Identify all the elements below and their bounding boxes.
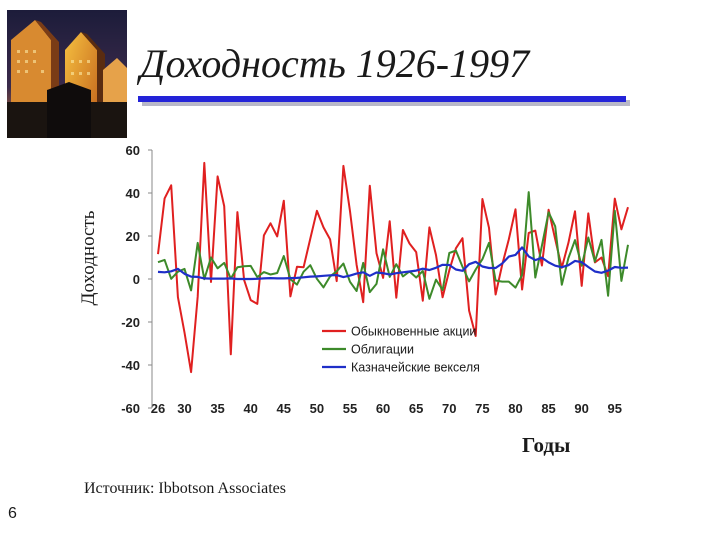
legend-label: Облигации (351, 343, 414, 357)
series-line-1 (157, 161, 629, 374)
y-axis-label: Доходность (78, 210, 99, 305)
x-tick-label: 26 (151, 401, 165, 416)
legend-label: Обыкновенные акции (351, 325, 476, 339)
chart-legend: Обыкновенные акции Облигации Казначейские … (322, 325, 480, 375)
series-line-2 (157, 191, 629, 300)
x-tick-label: 75 (475, 401, 489, 416)
x-tick-label: 45 (277, 401, 291, 416)
skyscrapers-photo (7, 10, 127, 138)
x-tick-label: 35 (210, 401, 224, 416)
y-axis-ticks: 60 40 20 0 -20 -40 -60 (121, 143, 152, 416)
x-tick-label: 40 (243, 401, 257, 416)
y-tick-label: -20 (121, 315, 140, 330)
x-tick-label: 60 (376, 401, 390, 416)
y-tick-label: -60 (121, 401, 140, 416)
x-tick-label: 85 (541, 401, 555, 416)
x-tick-label: 50 (310, 401, 324, 416)
slide-title: Доходность 1926-1997 (140, 41, 530, 86)
y-tick-label: 20 (126, 229, 140, 244)
x-axis-ticks: 26 30 35 40 45 50 55 60 65 70 75 80 85 90 95 (151, 401, 622, 416)
title-underline (138, 96, 626, 102)
page-number: 6 (8, 505, 17, 522)
x-tick-label: 55 (343, 401, 357, 416)
x-tick-label: 30 (177, 401, 191, 416)
x-tick-label: 65 (409, 401, 423, 416)
y-tick-label: -40 (121, 358, 140, 373)
x-tick-label: 80 (508, 401, 522, 416)
y-tick-label: 40 (126, 186, 140, 201)
series-layer (157, 161, 629, 374)
y-tick-label: 60 (126, 143, 140, 158)
series-line-3 (157, 246, 629, 281)
title-underline-shadow (142, 100, 630, 106)
x-tick-label: 90 (574, 401, 588, 416)
y-tick-label: 0 (133, 272, 140, 287)
x-tick-label: 95 (608, 401, 622, 416)
x-tick-label: 70 (442, 401, 456, 416)
legend-label: Казначейские векселя (351, 361, 480, 375)
source-note: Источник: Ibbotson Associates (84, 480, 286, 497)
x-axis-label: Годы (522, 433, 570, 457)
